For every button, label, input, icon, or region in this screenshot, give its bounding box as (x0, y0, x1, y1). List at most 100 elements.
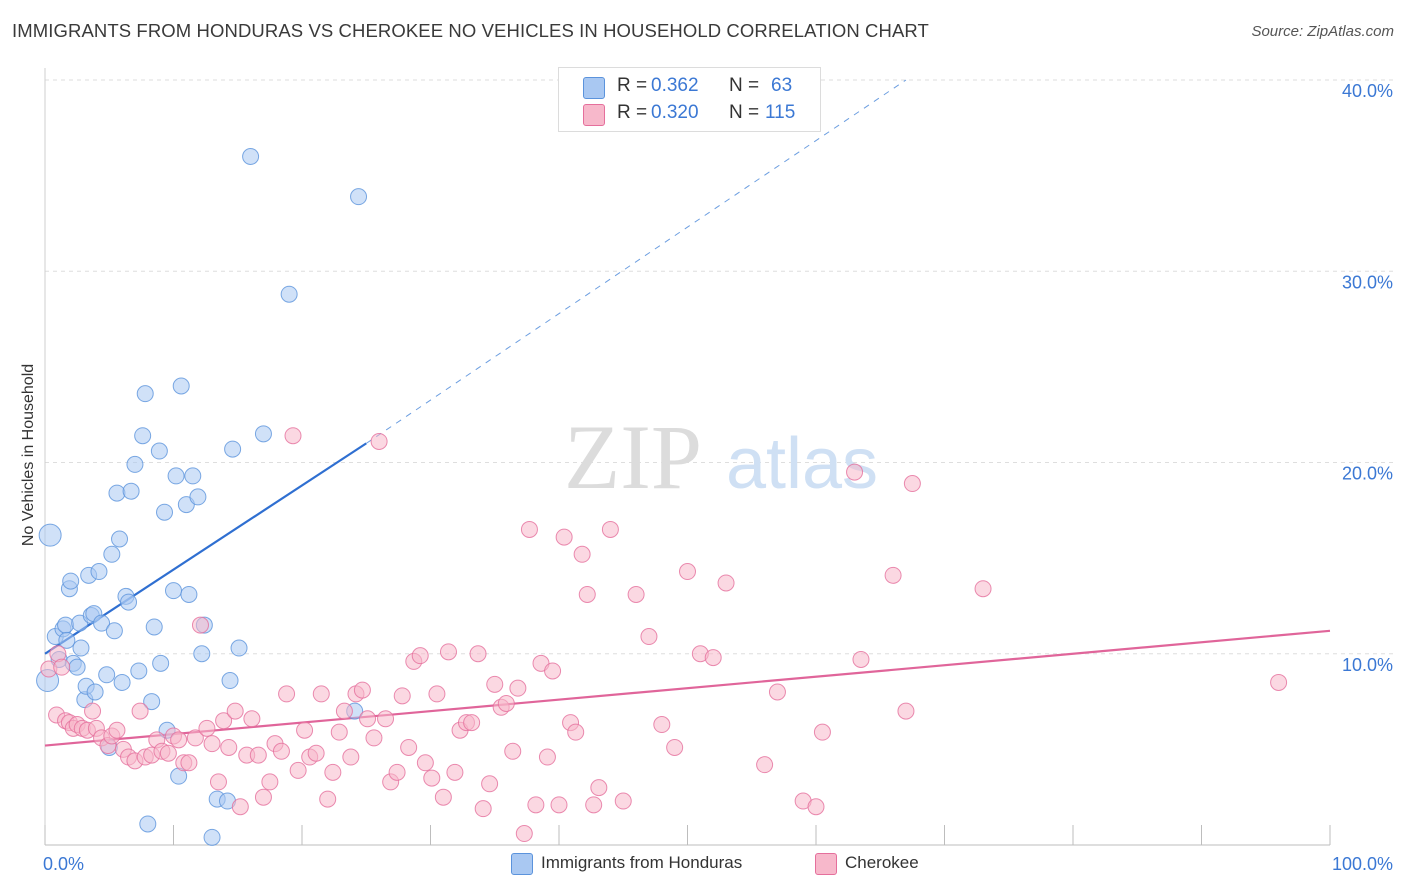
data-point-cherokee (538, 748, 556, 766)
source-credit: Source: ZipAtlas.com (1251, 23, 1394, 40)
data-point-honduras (103, 545, 121, 563)
data-point-honduras (230, 639, 248, 657)
legend-r-value: 0.320 (651, 102, 699, 123)
data-point-cherokee (423, 769, 441, 787)
data-point-cherokee (884, 566, 902, 584)
data-point-cherokee (226, 702, 244, 720)
data-point-cherokee (180, 754, 198, 772)
data-point-cherokee (108, 721, 126, 739)
data-point-honduras (93, 614, 111, 632)
data-point-cherokee (272, 742, 290, 760)
data-point-cherokee (544, 662, 562, 680)
data-point-cherokee (614, 792, 632, 810)
legend-n-label: N = (729, 102, 760, 123)
data-point-cherokee (312, 685, 330, 703)
data-point-cherokee (439, 643, 457, 661)
data-point-honduras (98, 666, 116, 684)
data-point-honduras (180, 585, 198, 603)
data-point-cherokee (261, 773, 279, 791)
data-point-cherokee (416, 754, 434, 772)
data-point-honduras (242, 148, 260, 165)
data-point-cherokee (469, 645, 487, 663)
data-point-honduras (134, 427, 152, 445)
data-point-cherokee (852, 650, 870, 668)
data-point-cherokee (679, 563, 696, 581)
data-point-honduras (86, 683, 104, 701)
y-axis-label: No Vehicles in Household (20, 363, 37, 547)
data-point-cherokee (209, 773, 227, 791)
data-point-cherokee (377, 710, 395, 728)
data-point-cherokee (640, 628, 658, 646)
data-point-cherokee (170, 731, 188, 749)
data-point-cherokee (342, 748, 360, 766)
data-point-honduras (156, 503, 174, 521)
data-point-cherokee (428, 685, 446, 703)
data-point-cherokee (53, 658, 71, 676)
data-point-honduras (193, 645, 211, 663)
data-point-honduras (203, 828, 221, 846)
data-point-cherokee (567, 723, 585, 741)
data-point-cherokee (520, 520, 538, 538)
data-point-cherokee (319, 790, 337, 808)
data-point-cherokee (486, 675, 504, 693)
data-point-cherokee (897, 702, 915, 720)
data-point-cherokee (474, 800, 492, 818)
data-point-cherokee (555, 528, 573, 546)
data-point-cherokee (289, 761, 307, 779)
legend-n-value: 63 (771, 75, 793, 96)
data-point-honduras (143, 693, 161, 711)
data-point-honduras (72, 639, 90, 657)
data-point-cherokee (627, 585, 645, 603)
data-point-cherokee (434, 788, 452, 806)
data-point-cherokee (307, 744, 325, 762)
data-point-honduras (189, 488, 207, 506)
data-point-cherokee (393, 687, 411, 705)
data-point-honduras (152, 654, 170, 672)
correlation-legend: R = 0.362 N = 63 R = 0.320 N = 115 (558, 67, 821, 132)
data-point-cherokee (411, 647, 429, 665)
data-point-cherokee (601, 520, 619, 538)
data-point-honduras (145, 618, 163, 636)
data-point-cherokee (84, 702, 102, 720)
chart-title: IMMIGRANTS FROM HONDURAS VS CHEROKEE NO … (12, 20, 929, 41)
data-point-cherokee (400, 738, 418, 756)
data-point-honduras (172, 377, 190, 395)
data-point-cherokee (527, 796, 545, 814)
tick-labels: 10.0% 20.0% 30.0% 40.0% 0.0% 100.0% (43, 81, 1393, 874)
data-point-cherokee (653, 716, 671, 734)
data-point-honduras (167, 467, 185, 485)
data-point-honduras (57, 616, 75, 634)
legend-n-label: N = (729, 75, 760, 96)
data-point-cherokee (509, 679, 527, 697)
trend-line-cherokee (44, 629, 1331, 747)
y-tick-label: 30.0% (1342, 272, 1393, 292)
data-point-honduras (150, 442, 168, 460)
data-point-cherokee (159, 744, 177, 762)
axes (44, 68, 1331, 846)
data-point-cherokee (590, 779, 608, 797)
data-point-honduras (126, 455, 144, 473)
legend-swatch-honduras (583, 77, 605, 99)
bottom-legend-swatch-cherokee (815, 853, 837, 875)
data-point-honduras (108, 484, 126, 502)
data-point-honduras (113, 673, 131, 691)
data-point-cherokee (846, 463, 864, 481)
gridlines (45, 79, 1395, 655)
x-tick-label: 0.0% (43, 854, 84, 874)
data-point-honduras (139, 815, 157, 833)
data-point-cherokee (481, 775, 499, 793)
data-point-cherokee (756, 756, 774, 774)
data-point-cherokee (813, 723, 831, 741)
data-point-cherokee (296, 721, 314, 739)
data-point-cherokee (903, 475, 921, 493)
legend-r-label: R = (617, 102, 648, 123)
data-point-cherokee (497, 694, 515, 712)
data-point-cherokee (330, 723, 348, 741)
data-point-cherokee (131, 702, 149, 720)
bottom-legend-label: Cherokee (845, 853, 919, 872)
data-point-honduras (38, 523, 62, 547)
legend-n-value: 115 (765, 102, 796, 123)
watermark: ZIP atlas (564, 406, 878, 508)
data-point-cherokee (186, 729, 204, 747)
